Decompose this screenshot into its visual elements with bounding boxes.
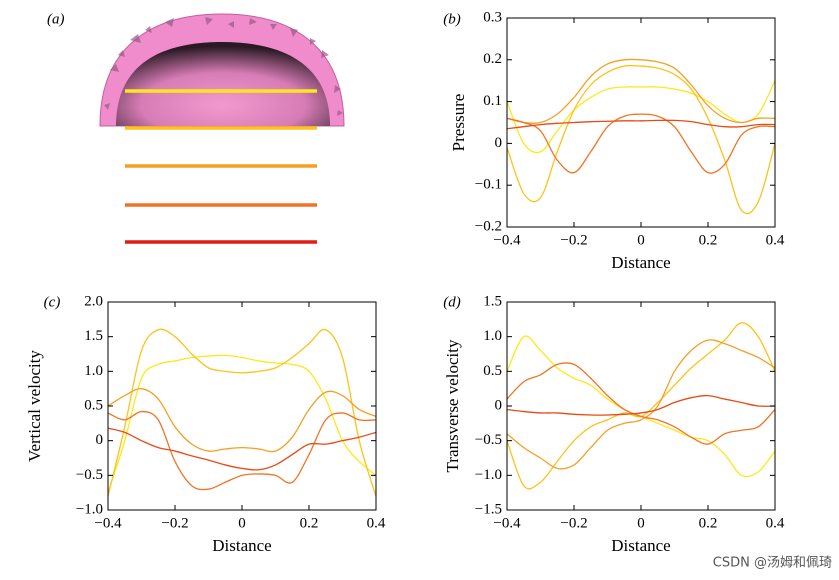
data-line [507, 58, 775, 124]
y-tick-label: 0.2 [483, 51, 502, 67]
x-tick-label: 0.2 [300, 515, 319, 531]
y-tick-label: −1.5 [475, 501, 502, 517]
y-tick-label: 0.5 [483, 363, 502, 379]
x-tick-label: −0.4 [94, 515, 122, 531]
x-axis-label: Distance [611, 253, 670, 272]
y-tick-label: 2.0 [84, 293, 103, 309]
watermark: CSDN @汤姆和佩琦 [713, 556, 832, 571]
data-line [108, 410, 376, 491]
panel-label: (d) [443, 294, 461, 310]
data-line [507, 113, 775, 174]
plot-area [507, 58, 775, 215]
y-tick-label: 0 [495, 135, 503, 151]
x-tick-label: −0.2 [161, 515, 188, 531]
panel-label: (a) [47, 11, 65, 27]
y-tick-label: −1.0 [76, 501, 103, 517]
x-tick-label: 0.2 [699, 232, 718, 248]
data-line [108, 388, 376, 453]
x-tick-label: 0 [637, 515, 645, 531]
drop-illustration [99, 13, 345, 244]
y-axis-label: Pressure [449, 94, 468, 152]
plot-area [507, 322, 775, 490]
data-line [507, 64, 775, 215]
plot-area [108, 328, 376, 497]
panel-label: (c) [44, 294, 61, 310]
y-tick-label: 0 [495, 397, 503, 413]
y-tick-label: 0 [96, 432, 104, 448]
x-tick-label: −0.4 [493, 515, 521, 531]
data-line [507, 362, 775, 445]
axes-frame [107, 301, 377, 511]
x-tick-label: 0.4 [766, 232, 785, 248]
x-tick-label: 0 [238, 515, 246, 531]
panel-label: (b) [443, 11, 461, 27]
y-tick-label: 1.0 [84, 363, 103, 379]
data-line [108, 427, 376, 471]
y-tick-label: −0.5 [475, 432, 502, 448]
y-tick-label: 0.1 [483, 93, 502, 109]
x-tick-label: −0.2 [560, 232, 587, 248]
data-line [507, 394, 775, 416]
y-tick-label: 0.5 [84, 397, 103, 413]
y-axis-label: Vertical velocity [25, 350, 44, 462]
y-tick-label: 1.5 [483, 293, 502, 309]
data-line [507, 339, 775, 470]
y-tick-label: 1.5 [84, 328, 103, 344]
data-line [108, 354, 376, 493]
x-tick-label: 0.4 [367, 515, 386, 531]
x-axis-label: Distance [611, 536, 670, 555]
y-tick-label: 0.3 [483, 9, 502, 25]
x-tick-label: −0.2 [560, 515, 587, 531]
axes-frame [506, 301, 776, 511]
y-axis-label: Transverse velocity [443, 339, 462, 472]
data-line [108, 328, 376, 497]
y-tick-label: −0.5 [76, 467, 103, 483]
data-line [507, 119, 775, 130]
x-tick-label: 0.2 [699, 515, 718, 531]
x-axis-label: Distance [212, 536, 271, 555]
y-tick-label: −0.1 [475, 177, 502, 193]
data-line [507, 335, 775, 478]
x-tick-label: −0.4 [493, 232, 521, 248]
y-tick-label: −0.2 [475, 218, 502, 234]
y-tick-label: 1.0 [483, 328, 502, 344]
data-line [507, 80, 775, 154]
x-tick-label: 0.4 [766, 515, 785, 531]
x-tick-label: 0 [637, 232, 645, 248]
y-tick-label: −1.0 [475, 467, 502, 483]
